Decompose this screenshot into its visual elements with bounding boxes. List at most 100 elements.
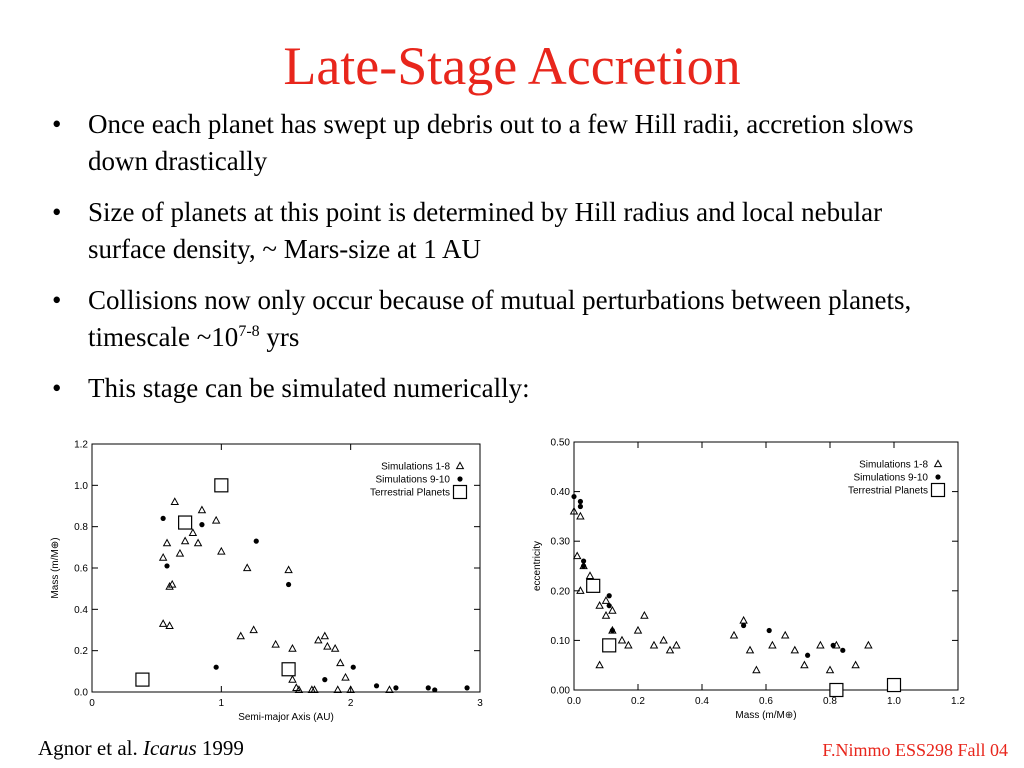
- data-point: [752, 665, 761, 674]
- data-point: [829, 682, 844, 698]
- data-point: [624, 640, 633, 649]
- data-point: [373, 683, 380, 689]
- data-point: [385, 685, 394, 694]
- data-point: [213, 664, 219, 670]
- bullet-marker: •: [52, 197, 62, 227]
- data-point: [158, 619, 168, 627]
- timescale-exponent: 7-8: [238, 323, 260, 340]
- data-point: [595, 601, 604, 609]
- data-point: [164, 563, 170, 569]
- data-point: [581, 563, 587, 569]
- data-point: [665, 645, 675, 654]
- data-point: [199, 522, 205, 528]
- eccentricity-vs-mass-chart: 0.0 0.2 0.4 0.6 0.8 1.0 1.2 0.00 0.10 0.20 0.30 0.4…: [532, 438, 965, 722]
- legend-entry: Terrestrial Planets: [848, 486, 928, 497]
- legend-marker: [935, 474, 941, 480]
- legend-marker: [930, 482, 946, 498]
- data-point: [253, 538, 259, 544]
- data-point: [167, 579, 177, 588]
- x-tick-label: 3: [477, 698, 483, 709]
- data-point: [576, 586, 585, 594]
- y-tick-label: 0.6: [74, 564, 88, 575]
- data-point: [816, 640, 825, 649]
- data-point: [464, 685, 470, 691]
- data-point: [851, 660, 860, 669]
- plot-frame: [91, 443, 481, 693]
- data-point: [601, 596, 611, 604]
- data-point: [576, 511, 585, 520]
- data-point: [346, 685, 355, 694]
- legend-entry: Simulations 9-10: [854, 473, 929, 484]
- y-tick-label: 0.20: [551, 586, 571, 597]
- data-point: [178, 515, 193, 530]
- legend-marker: [457, 476, 463, 482]
- citation-year: 1999: [196, 736, 244, 760]
- data-point: [572, 551, 582, 560]
- data-point: [281, 662, 296, 677]
- bullet-text-suffix: yrs: [259, 322, 300, 352]
- data-point: [586, 578, 601, 593]
- data-point: [571, 493, 577, 500]
- data-point: [886, 677, 902, 693]
- x-tick-label: 0.6: [759, 696, 773, 707]
- bullet-item: • Collisions now only occur because of m…: [44, 282, 944, 356]
- x-tick-label: 1.0: [887, 696, 901, 707]
- data-point: [180, 536, 190, 545]
- data-point: [606, 593, 612, 599]
- data-point: [609, 627, 615, 634]
- data-point: [135, 672, 150, 687]
- y-tick-label: 0.0: [74, 688, 88, 699]
- data-point: [336, 658, 345, 667]
- data-point: [158, 553, 168, 561]
- legend-entry: Simulations 9-10: [376, 475, 451, 486]
- data-point: [741, 622, 747, 629]
- data-point: [322, 677, 328, 683]
- citation-authors: Agnor et al.: [38, 736, 143, 760]
- data-point: [294, 685, 304, 694]
- y-tick-label: 0.4: [74, 605, 88, 616]
- data-point: [350, 664, 356, 670]
- data-point: [236, 631, 245, 640]
- slide-title: Late-Stage Accretion: [283, 36, 741, 96]
- data-point: [193, 538, 203, 547]
- bullet-list: • Once each planet has swept up debris o…: [44, 106, 944, 421]
- data-point: [211, 515, 221, 524]
- y-tick-label: 0.10: [551, 636, 571, 647]
- data-point: [595, 660, 604, 669]
- data-point: [745, 645, 755, 654]
- legend-entry: Simulations 1-8: [381, 462, 450, 473]
- bullet-item: • Size of planets at this point is deter…: [44, 194, 944, 268]
- x-tick-label: 0.0: [567, 696, 581, 707]
- x-tick-label: 0: [89, 698, 95, 709]
- y-tick-label: 1.2: [74, 440, 88, 451]
- data-point: [188, 528, 198, 536]
- x-tick-label: 2: [348, 698, 354, 709]
- data-point: [672, 640, 681, 649]
- data-point: [766, 627, 772, 634]
- y-tick-label: 0.40: [551, 487, 571, 498]
- data-point: [175, 548, 185, 557]
- data-point: [577, 498, 583, 505]
- x-axis-label: Mass (m/M⊕): [735, 710, 796, 721]
- legend-entry: Simulations 1-8: [859, 460, 928, 471]
- bullet-item: • Once each planet has swept up debris o…: [44, 106, 944, 180]
- data-point: [601, 610, 611, 619]
- legend-marker: [452, 484, 468, 500]
- data-point: [805, 652, 811, 658]
- bullet-marker: •: [52, 109, 62, 139]
- data-point: [640, 610, 649, 619]
- plot-frame: [573, 441, 959, 691]
- y-tick-label: 0.00: [551, 686, 571, 697]
- data-point: [602, 638, 617, 653]
- data-point: [825, 665, 835, 674]
- data-point: [333, 685, 342, 694]
- data-point: [830, 642, 836, 648]
- data-point: [165, 581, 174, 590]
- data-point: [606, 603, 612, 609]
- data-point: [217, 546, 226, 555]
- data-point: [330, 643, 340, 652]
- data-point: [292, 683, 301, 691]
- citation-journal: Icarus: [142, 736, 197, 760]
- data-point: [249, 625, 258, 634]
- data-point: [425, 685, 431, 691]
